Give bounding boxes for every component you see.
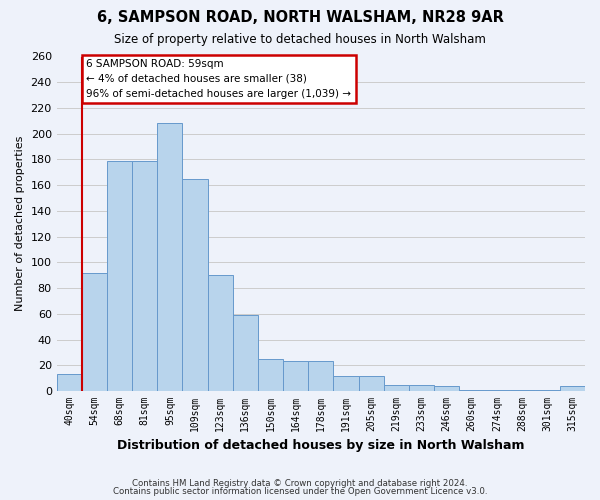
Bar [283, 362, 308, 391]
Bar [359, 376, 384, 391]
Bar [107, 160, 132, 391]
Bar [484, 390, 509, 391]
Bar [434, 386, 459, 391]
Bar [509, 390, 535, 391]
Bar [384, 384, 409, 391]
Bar [208, 275, 233, 391]
Y-axis label: Number of detached properties: Number of detached properties [15, 136, 25, 312]
X-axis label: Distribution of detached houses by size in North Walsham: Distribution of detached houses by size … [117, 440, 524, 452]
Text: Contains public sector information licensed under the Open Government Licence v3: Contains public sector information licen… [113, 487, 487, 496]
Bar [233, 315, 258, 391]
Text: Contains HM Land Registry data © Crown copyright and database right 2024.: Contains HM Land Registry data © Crown c… [132, 478, 468, 488]
Bar [560, 386, 585, 391]
Text: 6 SAMPSON ROAD: 59sqm
← 4% of detached houses are smaller (38)
96% of semi-detac: 6 SAMPSON ROAD: 59sqm ← 4% of detached h… [86, 59, 352, 98]
Bar [258, 359, 283, 391]
Bar [535, 390, 560, 391]
Bar [182, 178, 208, 391]
Bar [409, 384, 434, 391]
Bar [308, 362, 334, 391]
Bar [82, 272, 107, 391]
Bar [157, 124, 182, 391]
Bar [132, 160, 157, 391]
Text: 6, SAMPSON ROAD, NORTH WALSHAM, NR28 9AR: 6, SAMPSON ROAD, NORTH WALSHAM, NR28 9AR [97, 10, 503, 25]
Bar [334, 376, 359, 391]
Bar [56, 374, 82, 391]
Text: Size of property relative to detached houses in North Walsham: Size of property relative to detached ho… [114, 32, 486, 46]
Bar [459, 390, 484, 391]
